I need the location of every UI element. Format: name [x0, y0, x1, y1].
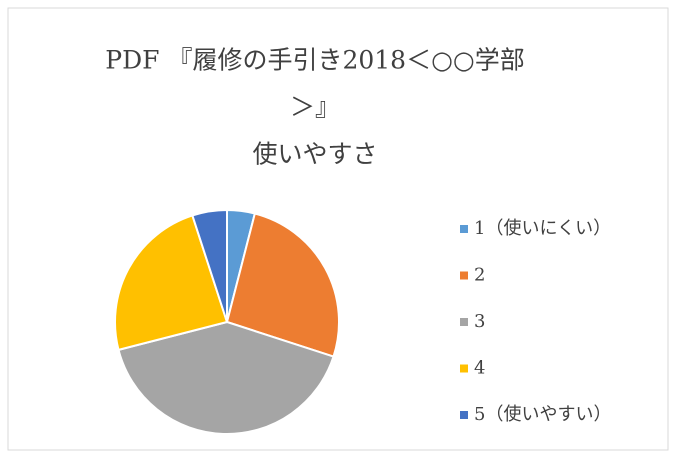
legend-swatch [460, 318, 468, 326]
legend-label: 4 [474, 358, 485, 379]
pie-slice [117, 320, 335, 435]
legend-label: 5（使いやすい） [474, 404, 611, 425]
legend-label: 3 [474, 311, 485, 332]
chart-frame [7, 7, 669, 451]
legend-label: 2 [474, 265, 485, 286]
chart-title: ＞』 [290, 93, 340, 122]
legend-swatch [460, 271, 468, 280]
chart-title: PDF 『履修の手引き2018＜○○学部 [105, 46, 524, 75]
chart-title: 使いやすさ [252, 140, 377, 169]
pie-slice [191, 208, 228, 323]
legend-swatch [460, 225, 468, 233]
pie-slice [114, 214, 229, 352]
legend-swatch [460, 411, 468, 419]
legend-label: 1（使いにくい） [474, 218, 611, 239]
legend-swatch [460, 364, 468, 373]
pie-slice [225, 212, 340, 358]
